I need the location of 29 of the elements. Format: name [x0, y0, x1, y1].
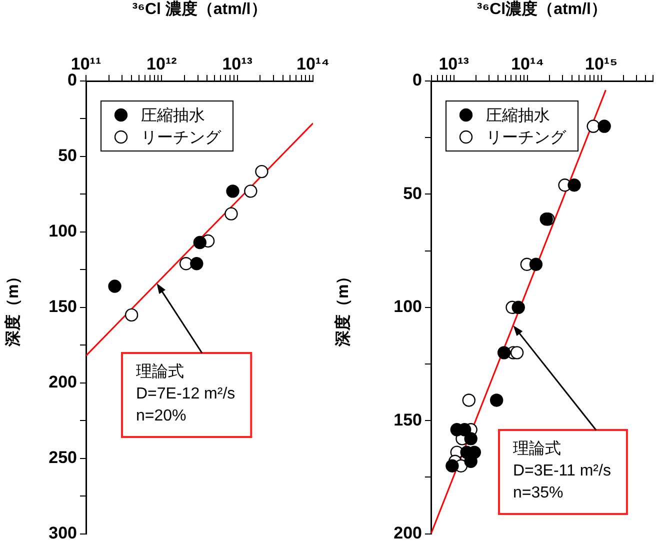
legend-label: リーチング: [486, 129, 567, 146]
x-tick-label: 10¹¹: [70, 54, 102, 74]
x-tick-label: 10¹⁵: [584, 54, 618, 74]
x-tick-label: 10¹⁴: [296, 54, 330, 74]
y-tick-label: 100: [394, 297, 422, 316]
y-tick-label: 300: [48, 523, 77, 542]
legend-label: 圧縮抽水: [486, 106, 550, 124]
y-tick-label: 150: [48, 297, 77, 316]
y-tick-label: 100: [48, 222, 77, 241]
y-tick-label: 50: [403, 184, 422, 203]
y-tick-label: 50: [58, 146, 77, 166]
y-tick-label: 150: [394, 410, 422, 430]
legend-label: 圧縮抽水: [141, 106, 205, 124]
x-tick-label: 10¹²: [146, 54, 178, 74]
y-tick-label: 200: [48, 372, 77, 392]
annotation: 理論式 D=3E-11 m²/s n=35%: [513, 439, 611, 502]
x-tick-label: 10¹⁴: [511, 54, 544, 74]
y-tick-label: 0: [412, 70, 422, 90]
y-tick-label: 200: [394, 523, 422, 542]
x-axis-title: ³⁶Cl 濃度（atm/l）: [132, 0, 267, 18]
annotation: 理論式 D=7E-12 m²/s n=20%: [136, 362, 236, 424]
legend-label: リーチング: [141, 129, 222, 146]
y-tick-label: 0: [68, 70, 77, 90]
x-tick-label: 10¹³: [222, 54, 253, 74]
y-axis-title: 深度（m）: [3, 268, 22, 348]
x-axis-title: ³⁶Cl濃度（atm/l）: [476, 0, 607, 18]
x-tick-label: 10¹³: [438, 54, 470, 74]
y-tick-label: 250: [48, 448, 77, 468]
y-axis-title: 深度（m）: [333, 268, 352, 348]
